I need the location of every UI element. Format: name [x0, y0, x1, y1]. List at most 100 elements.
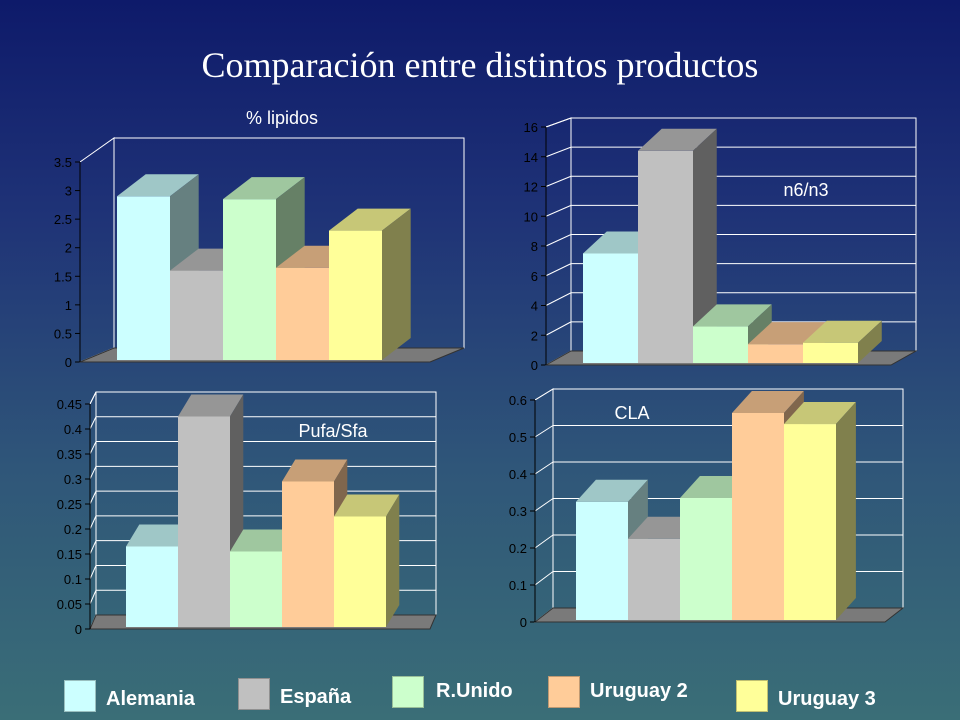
- y-tick-label: 0.2: [509, 541, 527, 556]
- bar-top: [117, 174, 199, 197]
- chart-label: CLA: [614, 403, 649, 423]
- gridline-side: [89, 490, 97, 505]
- bar-front: [223, 199, 276, 360]
- y-tick-label: 4: [531, 299, 538, 314]
- legend-label-espana: España: [280, 686, 352, 708]
- y-tick-label: 0.15: [57, 547, 82, 562]
- legend-label-alemania: Alemania: [106, 688, 195, 710]
- y-tick-label: 1: [65, 298, 72, 313]
- y-tick-label: 0.5: [54, 326, 72, 341]
- bar-front: [628, 538, 680, 620]
- y-tick-label: 0.3: [64, 472, 82, 487]
- gridline-side: [545, 292, 572, 306]
- gridline-side: [89, 466, 97, 480]
- y-tick-label: 8: [531, 239, 538, 254]
- bar-front: [732, 412, 784, 620]
- y-tick-label: 10: [524, 209, 538, 224]
- bar-front: [748, 344, 803, 363]
- gridline-side: [534, 388, 554, 401]
- y-tick-label: 16: [524, 120, 538, 135]
- gridline-side: [89, 441, 97, 455]
- y-tick-label: 2.5: [54, 212, 72, 227]
- gridline-side: [89, 565, 97, 580]
- y-tick-label: 1.5: [54, 269, 72, 284]
- y-tick-label: 0.2: [64, 522, 82, 537]
- y-tick-label: 0: [75, 622, 82, 637]
- bar-front: [178, 416, 230, 627]
- y-tick-label: 0.05: [57, 597, 82, 612]
- y-tick-label: 12: [524, 180, 538, 195]
- bar-side: [836, 402, 856, 620]
- bar-front: [576, 501, 628, 620]
- bar-top: [329, 208, 411, 231]
- bar-side: [693, 128, 717, 363]
- bar-espa-a: [638, 128, 717, 363]
- gridline-side: [545, 175, 572, 187]
- bar-front: [638, 150, 693, 363]
- gridline-side: [534, 498, 554, 512]
- bar-front: [693, 326, 748, 363]
- bar-top: [223, 177, 305, 200]
- bar-top: [334, 494, 400, 517]
- chart-label: n6/n3: [783, 180, 828, 200]
- bar-top: [230, 529, 296, 552]
- bar-front: [803, 342, 858, 363]
- y-tick-label: 3.5: [54, 155, 72, 170]
- gridline-side: [89, 590, 97, 605]
- y-tick-label: 0: [520, 615, 527, 630]
- bar-side: [382, 208, 411, 360]
- y-tick-label: 0.45: [57, 397, 82, 412]
- gridline-side: [545, 146, 572, 158]
- gridline-side: [534, 571, 554, 586]
- gridline-side: [545, 117, 572, 128]
- legend-swatch-espana: [238, 678, 270, 710]
- gridline-side: [89, 391, 97, 405]
- legend-swatch-uruguay2: [548, 676, 580, 708]
- legend-swatch-alemania: [64, 680, 96, 712]
- side-wall: [534, 388, 554, 624]
- bar-top: [638, 128, 717, 151]
- bar-front: [680, 498, 732, 620]
- legend-swatch-runido: [392, 676, 424, 708]
- gridline-side: [534, 534, 554, 549]
- y-tick-label: 14: [524, 150, 538, 165]
- bar-front: [276, 267, 329, 360]
- bar-top: [178, 394, 244, 417]
- y-tick-label: 0.6: [509, 393, 527, 408]
- y-tick-label: 0.1: [509, 578, 527, 593]
- y-tick-label: 0.5: [509, 430, 527, 445]
- bar-front: [329, 230, 382, 360]
- gridline-side: [534, 425, 554, 438]
- gridline-side: [545, 204, 572, 217]
- legend-label-runido: R.Unido: [436, 680, 513, 702]
- y-tick-label: 0.4: [509, 467, 527, 482]
- y-tick-label: 0: [65, 355, 72, 370]
- y-tick-label: 0.3: [509, 504, 527, 519]
- y-tick-label: 2: [65, 241, 72, 256]
- bar-r-unido: [223, 177, 305, 360]
- y-tick-label: 0.25: [57, 497, 82, 512]
- gridline-side: [545, 234, 572, 247]
- bar-front: [170, 270, 223, 360]
- bar-front: [117, 196, 170, 360]
- y-tick-label: 0.35: [57, 447, 82, 462]
- bar-front: [583, 253, 638, 363]
- bar-top: [126, 524, 192, 547]
- gridline-side: [89, 515, 97, 530]
- y-tick-label: 0.1: [64, 572, 82, 587]
- legend-swatch-uruguay3: [736, 680, 768, 712]
- page-title: Comparación entre distintos productos: [201, 45, 759, 85]
- bar-uruguay-3: [784, 402, 856, 620]
- bar-top: [693, 304, 772, 327]
- bar-front: [784, 424, 836, 620]
- bar-side: [386, 494, 400, 627]
- bar-top: [282, 459, 348, 482]
- gridline-side: [545, 263, 572, 277]
- bar-side: [858, 320, 882, 363]
- bar-top: [576, 479, 648, 502]
- legend-label-uruguay3: Uruguay 3: [778, 688, 876, 710]
- bar-top: [784, 402, 856, 425]
- y-tick-label: 0: [531, 358, 538, 373]
